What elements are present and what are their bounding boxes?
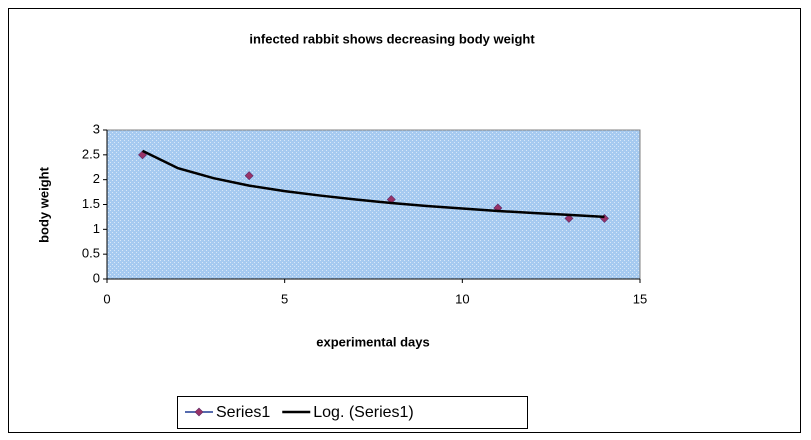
y-tick-label: 2.5 (82, 146, 100, 161)
trendline (141, 149, 605, 219)
y-tick-label: 0 (93, 270, 100, 285)
y-tick-label: 1 (93, 221, 100, 236)
y-tick-label: 1.5 (82, 196, 100, 211)
legend-label: Series1 (216, 404, 270, 421)
x-tick-label: 10 (455, 291, 469, 306)
data-point (244, 171, 254, 181)
plot-texture (106, 129, 641, 280)
legend-marker (194, 407, 204, 417)
y-tick-label: 0.5 (82, 246, 100, 261)
x-tick-label: 5 (281, 291, 288, 306)
chart-title: infected rabbit shows decreasing body we… (249, 31, 535, 46)
legend (177, 396, 528, 429)
x-axis-label: experimental days (316, 334, 429, 349)
x-tick-label: 15 (633, 291, 647, 306)
y-tick-label: 2 (93, 171, 100, 186)
x-tick-label: 0 (103, 291, 110, 306)
y-tick-label: 3 (93, 121, 100, 136)
plot-area (106, 129, 641, 280)
y-axis-label: body weight (36, 166, 51, 243)
legend-label: Log. (Series1) (313, 404, 414, 421)
